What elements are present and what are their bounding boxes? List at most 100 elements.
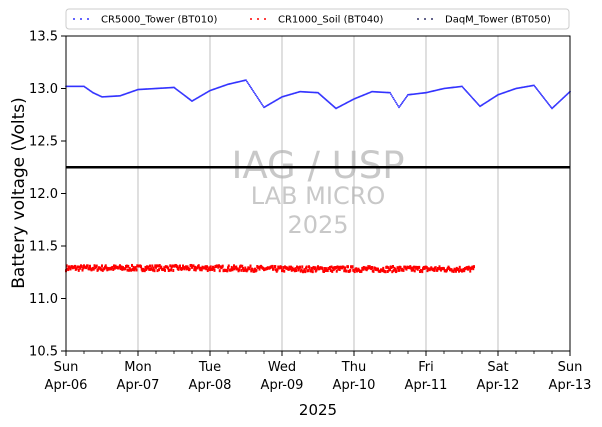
soil-point (360, 269, 363, 273)
soil-point (160, 265, 163, 269)
soil-point (335, 269, 338, 273)
soil-point (296, 265, 299, 269)
soil-point (111, 265, 114, 269)
soil-point (119, 267, 122, 271)
soil-point (249, 264, 252, 268)
tower-point (533, 84, 535, 87)
soil-point (158, 264, 161, 268)
soil-point (382, 266, 385, 270)
legend-label: CR1000_Soil (BT040) (278, 15, 384, 26)
legend-label: DaqM_Tower (BT050) (445, 15, 551, 26)
soil-point (387, 266, 390, 270)
soil-point (421, 270, 424, 274)
x-tick-date-label: Apr-06 (45, 378, 88, 393)
tower-point (398, 106, 400, 109)
soil-point (131, 263, 133, 267)
soil-point (347, 265, 349, 269)
soil-point (113, 264, 115, 268)
soil-point (344, 266, 346, 270)
tower-point (550, 106, 552, 109)
tower-point (401, 102, 403, 105)
soil-point (226, 269, 229, 273)
soil-point (152, 266, 155, 270)
soil-point (455, 269, 457, 273)
soil-point (233, 264, 235, 268)
soil-point (212, 266, 215, 270)
soil-point (372, 269, 375, 273)
tower-point (250, 86, 252, 89)
soil-point (366, 267, 369, 271)
soil-point (85, 266, 88, 270)
soil-point (135, 268, 138, 272)
tower-point (253, 91, 255, 94)
tower-point (248, 83, 250, 86)
soil-point (324, 269, 327, 273)
tower-point (259, 100, 261, 103)
x-tick-day-label: Tue (198, 360, 221, 375)
soil-point (436, 268, 439, 272)
soil-point (221, 264, 224, 268)
soil-point (325, 267, 328, 271)
soil-point (93, 264, 96, 268)
soil-point (240, 268, 243, 272)
soil-point (330, 265, 333, 269)
soil-point (253, 269, 256, 273)
soil-point (276, 268, 279, 272)
tower-point (547, 102, 549, 105)
soil-point (443, 267, 445, 271)
tower-point (534, 85, 536, 88)
soil-point (290, 268, 293, 272)
tower-point (395, 101, 397, 104)
series-layer (65, 79, 571, 274)
soil-point (151, 264, 154, 268)
soil-point (218, 264, 220, 268)
soil-point (257, 265, 260, 269)
tower-point (393, 98, 395, 101)
series-1 (65, 79, 571, 110)
soil-point (437, 267, 440, 271)
soil-point (155, 264, 158, 268)
soil-point (152, 268, 154, 272)
x-tick-date-label: Apr-12 (477, 378, 520, 393)
soil-point (232, 267, 235, 271)
soil-point (97, 267, 100, 271)
soil-point (399, 265, 402, 269)
soil-point (418, 265, 421, 269)
y-tick-label: 12.5 (29, 135, 58, 150)
soil-point (127, 264, 130, 268)
tower-point (390, 93, 392, 96)
soil-point (426, 269, 429, 273)
soil-point (294, 267, 297, 271)
x-axis-title: 2025 (299, 401, 337, 419)
tower-point (542, 96, 544, 98)
soil-point (205, 267, 208, 271)
soil-point (469, 269, 472, 273)
soil-point (211, 267, 214, 271)
soil-point (473, 265, 475, 269)
tower-point (403, 99, 405, 102)
tower-point (397, 104, 399, 107)
tower-point (389, 91, 391, 94)
soil-point (251, 268, 254, 272)
series-2 (65, 263, 475, 274)
soil-point (77, 265, 79, 269)
tower-point (546, 101, 548, 103)
soil-point (254, 267, 256, 271)
soil-point (283, 269, 286, 273)
legend-marker (257, 18, 259, 20)
tower-point (245, 79, 247, 81)
soil-point (405, 267, 408, 271)
soil-point (132, 265, 135, 269)
soil-point (134, 266, 137, 270)
soil-point (274, 265, 277, 269)
soil-point (145, 267, 148, 271)
soil-point (392, 269, 395, 273)
soil-point (386, 265, 388, 269)
soil-point (402, 268, 405, 272)
soil-point (293, 269, 296, 273)
soil-point (416, 265, 418, 269)
soil-point (272, 267, 275, 271)
soil-point (168, 268, 171, 272)
soil-point (329, 265, 331, 269)
soil-point (182, 264, 184, 268)
